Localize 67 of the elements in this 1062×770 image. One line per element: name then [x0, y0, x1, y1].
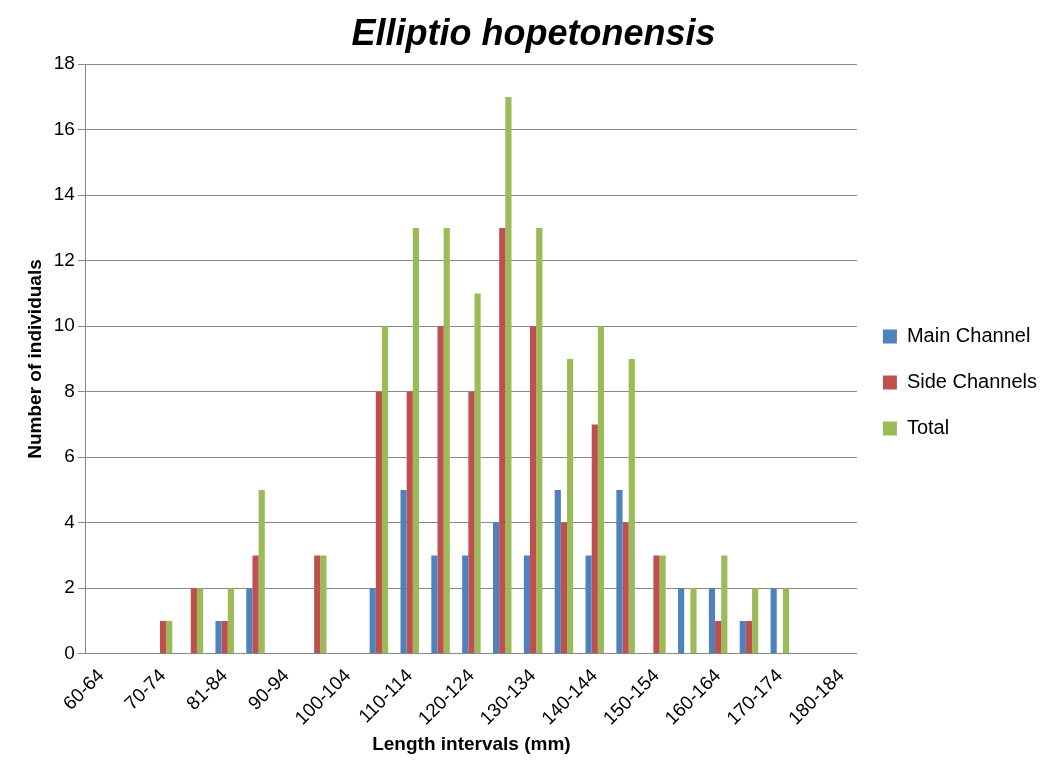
bar	[258, 490, 265, 654]
bar	[474, 293, 481, 654]
bar	[523, 555, 531, 654]
bar	[468, 391, 475, 654]
legend-label: Side Channels	[906, 370, 1038, 393]
bar	[246, 588, 253, 654]
bar	[196, 588, 204, 654]
bar	[462, 555, 469, 654]
bar	[375, 391, 382, 654]
y-tick-label: 6	[64, 445, 75, 467]
bar	[166, 621, 173, 654]
y-tick-label: 4	[64, 510, 76, 532]
bar	[739, 621, 746, 654]
y-tick-label: 12	[53, 248, 75, 270]
bar	[715, 621, 722, 654]
bar	[221, 621, 228, 654]
bar	[320, 555, 327, 654]
bar	[690, 588, 697, 654]
y-tick-label: 16	[53, 117, 75, 139]
bar	[585, 555, 592, 654]
bar	[628, 358, 635, 654]
bar	[560, 522, 568, 654]
y-tick-label: 18	[53, 52, 75, 74]
bar	[653, 555, 660, 654]
bar	[190, 588, 197, 654]
bar	[567, 358, 574, 654]
bar	[554, 490, 561, 654]
legend-label: Total	[906, 416, 950, 439]
bar	[159, 621, 167, 654]
bar	[400, 490, 407, 654]
bar	[536, 227, 543, 654]
bar	[708, 588, 716, 654]
bar	[659, 555, 666, 654]
y-tick-label: 14	[53, 183, 76, 205]
legend-label: Main Channel	[906, 324, 1031, 347]
y-tick-label: 10	[53, 314, 75, 336]
bar	[406, 391, 413, 654]
bar	[678, 588, 685, 654]
bar	[591, 424, 598, 654]
bar	[215, 621, 222, 654]
bar	[499, 227, 506, 654]
bar	[369, 588, 376, 654]
bar	[437, 326, 444, 654]
bar	[745, 621, 753, 654]
bar	[622, 522, 629, 654]
bar	[505, 96, 512, 654]
y-axis-title: Number of individuals	[23, 259, 45, 459]
bar	[782, 588, 790, 654]
bar	[616, 490, 623, 654]
bar	[493, 522, 500, 654]
bar	[530, 326, 537, 654]
y-tick-label: 0	[64, 642, 75, 664]
bar	[412, 227, 419, 654]
bar	[227, 588, 234, 654]
y-tick-label: 8	[64, 379, 75, 401]
bar	[252, 555, 259, 654]
bar	[314, 555, 321, 654]
x-axis-title: Length intervals (mm)	[372, 732, 571, 754]
bar	[770, 588, 777, 654]
y-tick-label: 2	[64, 576, 75, 598]
chart-title: Elliptio hopetonensis	[351, 11, 716, 53]
bar	[443, 227, 450, 654]
bar	[597, 326, 605, 654]
bar	[381, 326, 389, 654]
bar	[721, 555, 728, 654]
bar	[752, 588, 759, 654]
bar	[431, 555, 438, 654]
